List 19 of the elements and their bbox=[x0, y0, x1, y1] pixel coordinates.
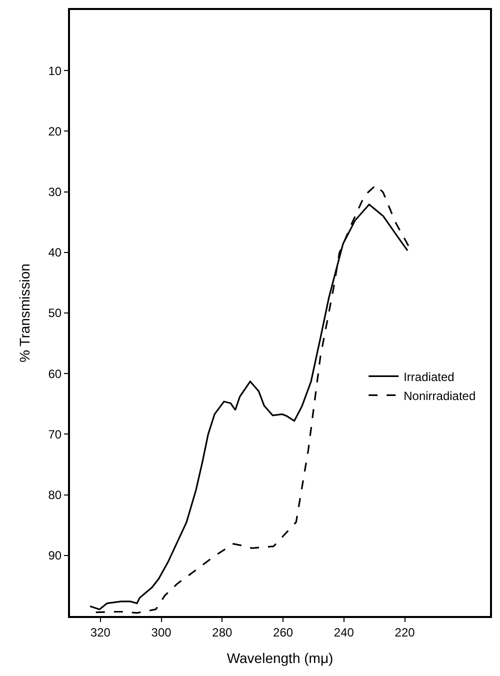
x-tick-label: 220 bbox=[394, 625, 416, 640]
y-tick-label: 10 bbox=[48, 64, 62, 78]
x-tick-label: 240 bbox=[334, 625, 354, 640]
x-tick-label: 320 bbox=[90, 625, 111, 640]
y-tick-label: 70 bbox=[48, 427, 62, 442]
x-tick-label: 260 bbox=[273, 625, 294, 640]
y-tick-label: 80 bbox=[48, 488, 62, 502]
y-tick-label: 30 bbox=[48, 185, 62, 199]
x-axis-title: Wavelength (mμ) bbox=[226, 650, 334, 666]
legend-label: Irradiated bbox=[404, 370, 454, 384]
y-tick-label: 20 bbox=[48, 124, 62, 138]
x-tick-label: 280 bbox=[212, 625, 232, 640]
y-axis-title: % Transmission bbox=[16, 264, 32, 362]
y-tick-label: 50 bbox=[48, 306, 62, 320]
y-tick-label: 40 bbox=[48, 246, 62, 260]
y-tick-label: 90 bbox=[48, 548, 62, 563]
y-tick-label: 60 bbox=[48, 366, 62, 381]
legend-label: Nonirradiated bbox=[404, 388, 476, 403]
x-tick-label: 300 bbox=[151, 625, 172, 640]
